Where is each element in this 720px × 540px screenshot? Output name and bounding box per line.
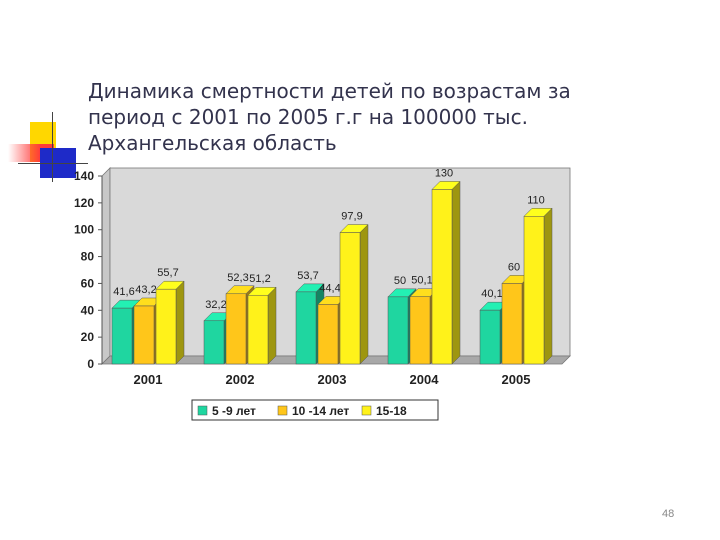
bar xyxy=(339,232,361,365)
data-label: 50 xyxy=(394,275,406,287)
x-tick-label: 2003 xyxy=(318,372,347,387)
x-tick-label: 2004 xyxy=(410,372,440,387)
data-label: 40,1 xyxy=(481,288,502,300)
bar xyxy=(247,294,269,365)
legend-label: 5 -9 лет xyxy=(212,404,256,418)
y-tick-label: 80 xyxy=(81,250,95,264)
data-label: 97,9 xyxy=(341,211,362,223)
data-label: 55,7 xyxy=(157,267,178,279)
data-label: 43,2 xyxy=(135,284,156,296)
bar xyxy=(111,307,133,365)
legend-swatch xyxy=(277,405,288,416)
data-label: 110 xyxy=(527,194,545,206)
decor-vertical-line xyxy=(52,112,53,182)
y-tick-label: 0 xyxy=(87,357,94,371)
legend-label: 15-18 xyxy=(376,404,407,418)
bar-side xyxy=(175,280,185,365)
data-label: 51,2 xyxy=(249,273,270,285)
y-tick-label: 120 xyxy=(74,196,94,210)
bar xyxy=(479,309,501,365)
bar xyxy=(225,293,247,365)
bar xyxy=(501,283,523,365)
legend-swatch xyxy=(197,405,208,416)
data-label: 60 xyxy=(508,261,520,273)
page-number: 48 xyxy=(662,508,675,520)
bar xyxy=(409,296,431,365)
x-tick-label: 2002 xyxy=(226,372,255,387)
bar-side xyxy=(451,180,461,365)
x-tick-label: 2005 xyxy=(502,372,531,387)
data-label: 53,7 xyxy=(297,270,318,282)
y-tick-label: 60 xyxy=(81,276,95,290)
bar xyxy=(387,296,409,365)
bar-side xyxy=(359,223,369,365)
y-tick-label: 140 xyxy=(74,169,94,183)
slide-title-line-2: период с 2001 по 2005 г.г на 100000 тыс. xyxy=(88,105,528,129)
bar xyxy=(155,288,177,365)
legend-swatch xyxy=(361,405,372,416)
bar-side xyxy=(543,207,553,365)
data-label: 41,6 xyxy=(113,286,134,298)
bar xyxy=(523,216,545,365)
data-label: 52,3 xyxy=(227,272,248,284)
bar xyxy=(295,291,317,365)
bar xyxy=(317,304,339,365)
mortality-bar-chart: 0 20 40 60 80 100 120 140 41,6 43,255,7 2001 32,2 52… xyxy=(74,167,571,421)
legend-box xyxy=(191,399,439,421)
data-label: 50,1 xyxy=(411,275,432,287)
data-label: 44,4 xyxy=(319,282,340,294)
bar-side xyxy=(267,286,277,365)
y-tick-label: 100 xyxy=(74,223,94,237)
decor-horizontal-line xyxy=(18,163,88,164)
y-tick-label: 40 xyxy=(81,303,95,317)
slide-title: Динамика смертности детей по возрастам з… xyxy=(88,78,688,156)
data-label: 32,2 xyxy=(205,299,226,311)
data-label: 130 xyxy=(435,167,453,179)
bar xyxy=(431,189,453,365)
legend-label: 10 -14 лет xyxy=(292,404,349,418)
bar xyxy=(133,305,155,365)
slide-title-line-1: Динамика смертности детей по возрастам з… xyxy=(88,79,571,103)
slide-title-line-3: Архангельская область xyxy=(88,131,337,155)
x-tick-label: 2001 xyxy=(134,372,163,387)
bar xyxy=(203,320,225,365)
y-tick-label: 20 xyxy=(81,330,95,344)
chart-side-wall xyxy=(101,167,111,365)
